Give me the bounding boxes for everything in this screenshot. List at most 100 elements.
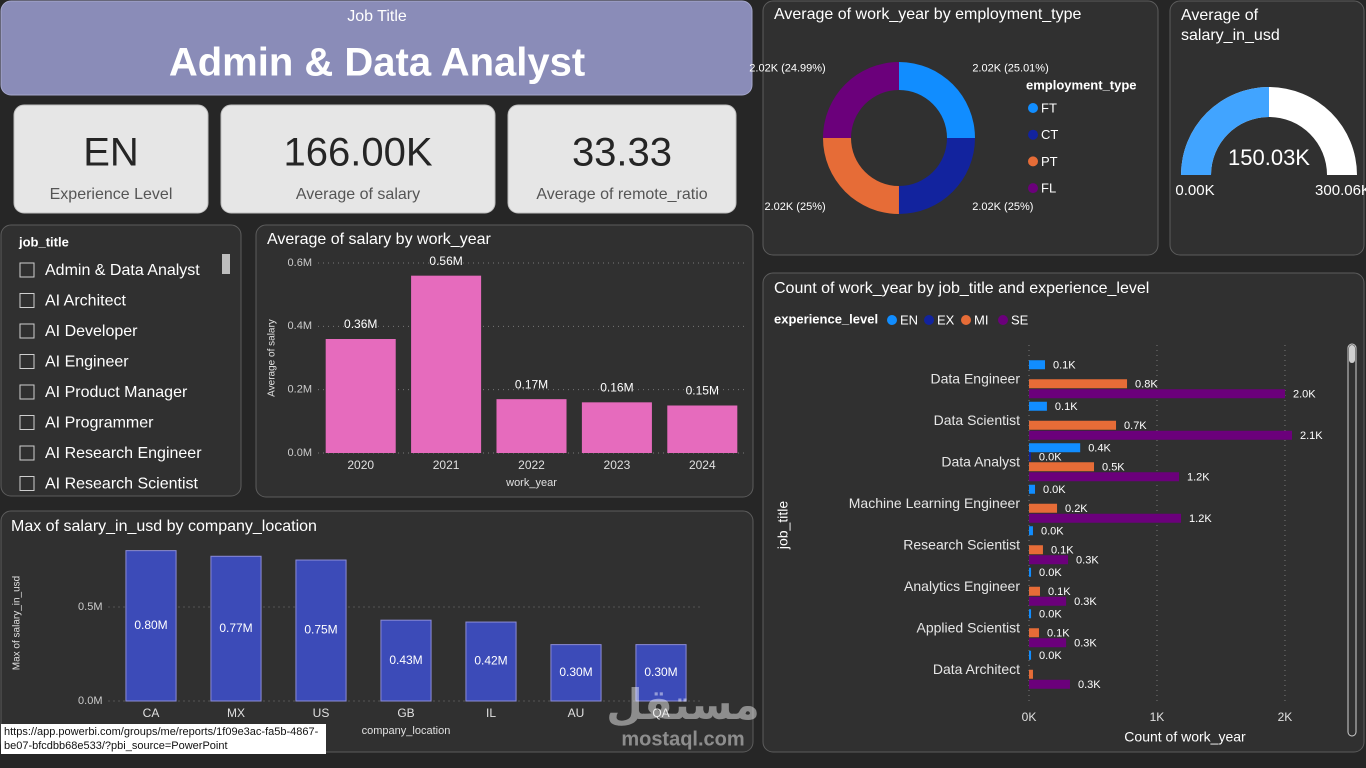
legend-title: employment_type [1026,77,1137,92]
x-tick-label: CA [143,706,160,720]
slicer-item[interactable]: AI Engineer [45,354,129,371]
bar [380,619,432,702]
checkbox[interactable] [19,476,35,491]
data-label: 2.0K [1293,389,1316,401]
x-tick-label: 1K [1150,710,1165,724]
checkbox[interactable] [19,384,35,400]
donut-slice [823,137,899,214]
card-value: EN [83,131,139,175]
slicer-item[interactable]: AI Research Engineer [45,445,202,462]
bar [667,405,738,453]
data-label: 1.2K [1187,472,1210,484]
data-label: 0.0K [1039,650,1062,662]
chart-panel [1169,0,1365,256]
card-label: Average of remote_ratio [536,186,707,203]
bar [1029,379,1128,389]
data-label: 0.1K [1051,545,1074,557]
x-tick-label: 0K [1022,710,1037,724]
card-value: 166.00K [283,131,432,175]
bar [1029,586,1041,596]
bar [1029,669,1033,679]
data-label: 0.0K [1039,609,1062,621]
bar [550,644,602,702]
bar [210,555,262,702]
legend-swatch [1028,156,1038,167]
legend-label: MI [974,312,988,327]
y-tick-label: Data Scientist [934,412,1020,428]
slicer-item[interactable]: Admin & Data Analyst [45,262,200,279]
bar [635,644,687,702]
bar [1029,609,1032,619]
data-label: 0.0K [1039,452,1062,464]
slicer-item[interactable]: AI Product Manager [45,384,188,401]
checkbox[interactable] [19,415,35,430]
bar [325,339,396,453]
tooltip: https://app.powerbi.com/groups/me/report… [1,724,326,754]
slicer-item[interactable]: AI Developer [45,323,138,340]
gauge-value [1181,87,1269,175]
bar [1029,650,1032,660]
legend-label: SE [1011,312,1029,327]
data-label: 0.0K [1041,526,1064,538]
y-axis-label: Max of salary_in_usd [12,576,23,671]
header-title: Admin & Data Analyst [169,41,585,85]
gauge-min-label: 0.00K [1175,182,1214,199]
header-label: Job Title [347,8,407,25]
y-tick-label: Research Scientist [903,536,1020,552]
scrollbar[interactable] [1347,343,1357,737]
chart-title: Average of salary_in_usd [1181,7,1280,44]
x-axis-label: company_location [362,725,451,737]
x-tick-label: US [313,706,330,720]
bar [1029,503,1058,513]
bar [1029,389,1285,399]
legend-label: EN [900,312,918,327]
watermark-logo: مستقل [606,681,760,728]
data-label: 0.80M [134,618,167,632]
header-panel [0,0,753,96]
checkbox[interactable] [19,262,35,278]
y-tick-label: Analytics Engineer [904,578,1020,594]
y-tick-label: Machine Learning Engineer [849,495,1021,511]
y-tick-label: 0.6M [288,257,312,269]
y-tick-label: 0.5M [78,601,102,613]
x-axis-label: Count of work_year [1124,729,1246,745]
bar [1029,401,1047,411]
checkbox[interactable] [19,293,35,308]
x-tick-label: GB [397,706,414,720]
legend-swatch [1028,183,1038,194]
bar [1029,513,1182,523]
data-label: 0.16M [600,381,633,395]
slicer-list: Admin & Data Analyst AI Architect AI Devel… [19,262,202,493]
data-label: 0.43M [389,653,422,667]
data-label: 0.30M [644,665,677,679]
data-label: 0.1K [1055,401,1078,413]
bar [581,402,652,453]
data-label: 0.3K [1074,596,1097,608]
scrollbar-thumb[interactable] [1349,345,1355,363]
card-label: Experience Level [50,186,173,203]
bar [1029,555,1069,565]
bar [1029,484,1036,494]
bar [1029,545,1043,555]
data-label: 2.02K (25.01%) [972,63,1048,75]
charts: Average of work_year by employment_type 2… [11,6,1366,745]
checkbox[interactable] [19,445,35,461]
checkbox[interactable] [19,323,35,339]
bar [1029,628,1039,638]
checkbox[interactable] [19,354,35,369]
legend-label: PT [1041,154,1058,169]
slicer-item[interactable]: AI Research Scientist [45,476,199,493]
chart-title-box: Average of salary_in_usd [1181,7,1280,44]
slicer-item[interactable]: AI Architect [45,293,126,310]
x-tick-label: IL [486,706,496,720]
bar [1029,452,1031,462]
y-tick-label: 0.0M [288,447,312,459]
legend-label: FL [1041,181,1056,196]
data-label: 0.4K [1088,443,1111,455]
slicer-item[interactable]: AI Programmer [45,415,154,432]
bar [1029,679,1070,689]
y-tick-label: 0.2M [288,384,312,396]
scrollbar[interactable] [222,254,230,274]
data-label: 0.77M [219,621,252,635]
